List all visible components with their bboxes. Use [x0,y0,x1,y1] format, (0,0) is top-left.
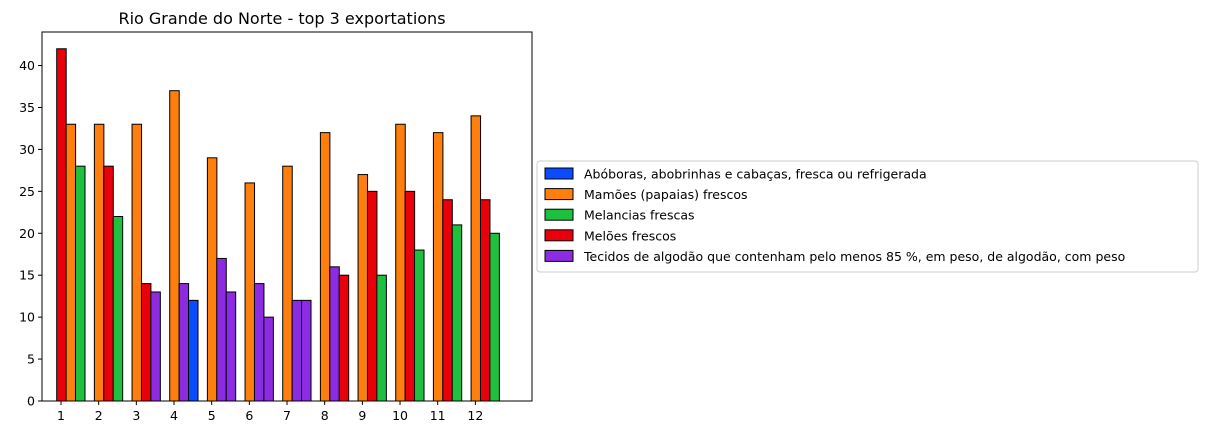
x-tick-label: 12 [467,408,483,423]
y-tick-label: 30 [19,142,35,157]
bar-month-8-2 [329,266,340,402]
x-tick-label: 11 [430,408,446,423]
legend-swatch [544,208,574,221]
bar-month-11-1 [432,132,444,402]
x-tick-label: 5 [208,408,216,423]
bar-month-9-3 [376,274,387,402]
bar-month-4-2 [178,283,190,402]
bar-month-1-1 [56,48,67,402]
bar-month-6-3 [263,316,274,402]
bar-month-1-2 [65,123,77,402]
x-tick-label: 1 [57,408,65,423]
legend-swatch [544,249,574,262]
x-tick-label: 9 [358,408,366,423]
bar-month-3-1 [131,123,143,402]
x-tick-label: 3 [132,408,140,423]
bar-month-10-1 [395,123,406,402]
y-axis: 0 5 10 15 20 25 30 35 40 [19,58,42,409]
y-tick-label: 15 [19,268,35,283]
legend: Abóboras, abobrinhas e cabaças, fresca o… [536,160,1199,273]
y-tick-label: 5 [27,352,35,367]
x-tick-label: 7 [283,408,291,423]
y-tick-label: 35 [19,100,35,115]
legend-label: Melancias frescas [584,208,695,223]
bar-month-3-3 [150,291,161,402]
bar-month-11-2 [442,199,453,402]
x-tick-label: 4 [170,408,178,423]
y-tick-label: 20 [19,226,35,241]
bar-month-2-2 [103,165,114,402]
bar-month-3-2 [140,283,152,402]
bar-month-5-1 [206,157,218,402]
bar-month-12-2 [479,199,491,402]
legend-swatch [544,188,574,201]
bar-month-7-3 [301,299,312,402]
bar-month-11-3 [451,224,463,402]
legend-label: Tecidos de algodão que contenham pelo me… [583,249,1125,264]
bar-month-4-1 [169,90,180,402]
bar-month-5-3 [225,291,237,402]
bars-layer [56,48,500,402]
bar-month-8-3 [338,274,350,402]
y-tick-label: 0 [27,394,35,409]
bar-month-12-3 [489,232,500,402]
bar-month-10-2 [404,190,416,402]
x-tick-label: 10 [392,408,408,423]
bar-month-5-2 [216,257,227,402]
legend-label: Abóboras, abobrinhas e cabaças, fresca o… [584,167,927,182]
bar-month-10-3 [414,249,425,402]
y-tick-label: 25 [19,184,35,199]
bar-month-7-1 [282,165,293,402]
y-tick-label: 10 [19,310,35,325]
legend-swatch [544,167,574,180]
x-tick-label: 6 [245,408,253,423]
bar-month-6-1 [244,182,256,402]
bar-month-4-3 [188,299,199,402]
legend-label: Mamões (papaias) frescos [584,187,748,202]
bar-month-12-1 [470,115,482,402]
x-tick-label: 2 [95,408,103,423]
bar-month-9-1 [357,174,369,402]
x-tick-label: 8 [321,408,329,423]
bar-month-6-2 [253,283,265,402]
x-axis: 1 2 3 4 5 6 7 8 9 10 11 12 [57,401,483,423]
bar-month-1-3 [75,165,86,402]
legend-swatch [544,229,574,242]
bar-month-9-2 [366,190,378,402]
legend-box [536,160,1199,273]
legend-label: Melões frescos [584,228,676,243]
y-tick-label: 40 [19,58,35,73]
bar-month-8-1 [319,132,331,402]
bar-month-2-1 [93,123,105,402]
bar-month-7-2 [291,299,303,402]
bar-month-2-3 [112,216,124,402]
chart-title: Rio Grande do Norte - top 3 exportations [118,9,445,28]
